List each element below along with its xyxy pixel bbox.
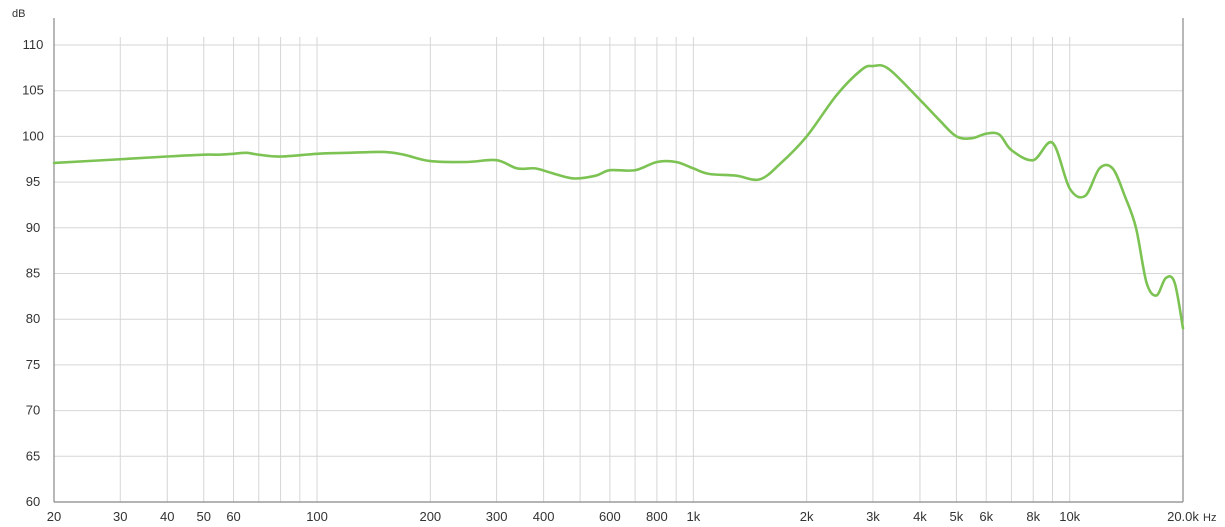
x-tick-label: 300	[486, 509, 508, 524]
tick-labels: 60 65 70 75 80 85 90 95 100 105 110 20 30 40 50 60 100 20…	[22, 37, 1199, 524]
x-tick-label: 6k	[979, 509, 993, 524]
grid	[53, 37, 1184, 503]
y-tick-label: 80	[26, 311, 40, 326]
x-tick-label: 100	[306, 509, 328, 524]
series-layer	[52, 63, 1185, 330]
y-tick-label: 105	[22, 83, 44, 98]
y-tick-label: 85	[26, 266, 40, 281]
x-tick-label: 400	[533, 509, 555, 524]
series-line	[52, 63, 1185, 330]
x-tick-label: 5k	[950, 509, 964, 524]
x-axis-unit-label: Hz	[1203, 512, 1216, 524]
x-tick-label: 8k	[1026, 509, 1040, 524]
y-tick-label: 75	[26, 357, 40, 372]
y-tick-label: 95	[26, 174, 40, 189]
x-tick-label: 2k	[800, 509, 814, 524]
x-tick-label: 200	[419, 509, 441, 524]
y-axis-unit-label: dB	[12, 8, 25, 20]
x-tick-label: 20.0k	[1167, 509, 1199, 524]
x-tick-label: 4k	[913, 509, 927, 524]
x-tick-label: 800	[646, 509, 668, 524]
y-tick-label: 70	[26, 403, 40, 418]
x-tick-label: 1k	[687, 509, 701, 524]
x-tick-label: 600	[599, 509, 621, 524]
y-tick-label: 110	[23, 37, 44, 52]
y-tick-label: 90	[26, 220, 40, 235]
x-tick-label: 3k	[866, 509, 880, 524]
axes	[53, 18, 1184, 503]
x-tick-label: 40	[160, 509, 174, 524]
x-tick-label: 20	[47, 509, 61, 524]
y-tick-label: 65	[26, 448, 40, 463]
x-tick-label: 60	[226, 509, 240, 524]
x-tick-label: 30	[113, 509, 127, 524]
y-tick-label: 100	[22, 128, 44, 143]
x-tick-label: 10k	[1059, 509, 1080, 524]
y-tick-label: 60	[26, 494, 40, 509]
x-tick-label: 50	[197, 509, 211, 524]
